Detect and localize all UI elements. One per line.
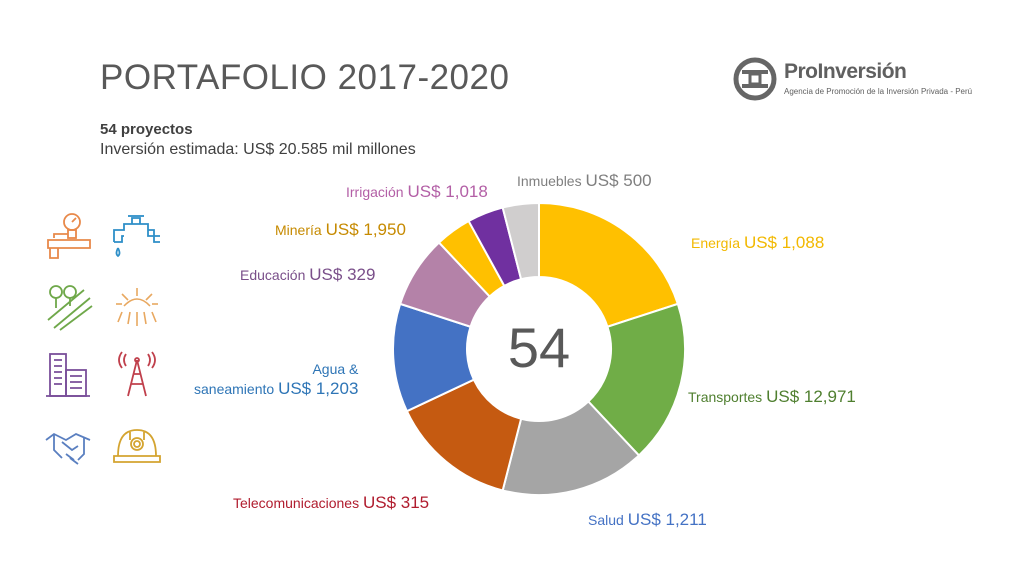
slice-label-1: Transportes US$ 12,971 (688, 388, 856, 406)
slice-amount-0: US$ 1,088 (743, 233, 825, 252)
slice-amount-2: US$ 1,211 (627, 510, 707, 529)
slice-label-4: Agua & saneamiento US$ 1,203 (194, 362, 358, 398)
slice-label-8: Inmuebles US$ 500 (517, 172, 652, 190)
buildings-icon (46, 353, 90, 397)
slice-label-7: Irrigación US$ 1,018 (346, 183, 488, 201)
slice-sector-6: Minería (275, 222, 326, 238)
slice-amount-3: US$ 315 (362, 493, 430, 512)
slice-amount-5: US$ 329 (309, 265, 376, 284)
slice-sector-2: Salud (588, 512, 628, 528)
project-count: 54 proyectos (100, 121, 193, 138)
irrigation-sprinkler-icon (116, 288, 158, 326)
slice-label-5: Educación US$ 329 (240, 266, 375, 284)
slice-sector-5: Educación (240, 267, 310, 283)
agriculture-icon (47, 285, 93, 331)
slice-amount-8: US$ 500 (585, 171, 652, 190)
proinversion-logo-icon (733, 57, 777, 101)
slice-label-0: Energía US$ 1,088 (691, 234, 824, 252)
donut-slice-8 (501, 201, 540, 281)
donut-slice-1 (586, 302, 686, 457)
estimated-investment: Inversión estimada: US$ 20.585 mil millo… (100, 141, 416, 158)
slice-amount-1: US$ 12,971 (766, 387, 856, 406)
slice-sector-7: Irrigación (346, 184, 408, 200)
water-faucet-icon (113, 215, 160, 258)
slice-sector-0: Energía (691, 235, 744, 251)
logo-name: ProInversión (784, 60, 907, 83)
handshake-icon (45, 432, 91, 465)
proinversion-logo: ProInversión Agencia de Promoción de la … (732, 56, 972, 104)
slice-amount-4: US$ 1,203 (278, 379, 359, 398)
slice-label-6: Minería US$ 1,950 (275, 221, 406, 239)
page-title: PORTAFOLIO 2017-2020 (100, 58, 510, 97)
gas-meter-icon (47, 213, 91, 259)
telecom-tower-icon (118, 351, 156, 397)
logo-tagline: Agencia de Promoción de la Inversión Pri… (784, 87, 973, 96)
slice-sector-4: Agua & saneamiento (194, 361, 359, 397)
mining-helmet-icon (113, 429, 161, 463)
donut-slice-0 (538, 201, 680, 329)
slice-sector-1: Transportes (688, 389, 767, 405)
slice-sector-3: Telecomunicaciones (233, 495, 363, 511)
slice-label-2: Salud US$ 1,211 (588, 511, 707, 529)
slice-amount-7: US$ 1,018 (407, 182, 488, 201)
slice-sector-8: Inmuebles (517, 173, 586, 189)
sector-icons (40, 210, 180, 470)
donut-center-value: 54 (507, 316, 571, 379)
slice-label-3: Telecomunicaciones US$ 315 (233, 494, 429, 512)
slice-amount-6: US$ 1,950 (325, 220, 406, 239)
